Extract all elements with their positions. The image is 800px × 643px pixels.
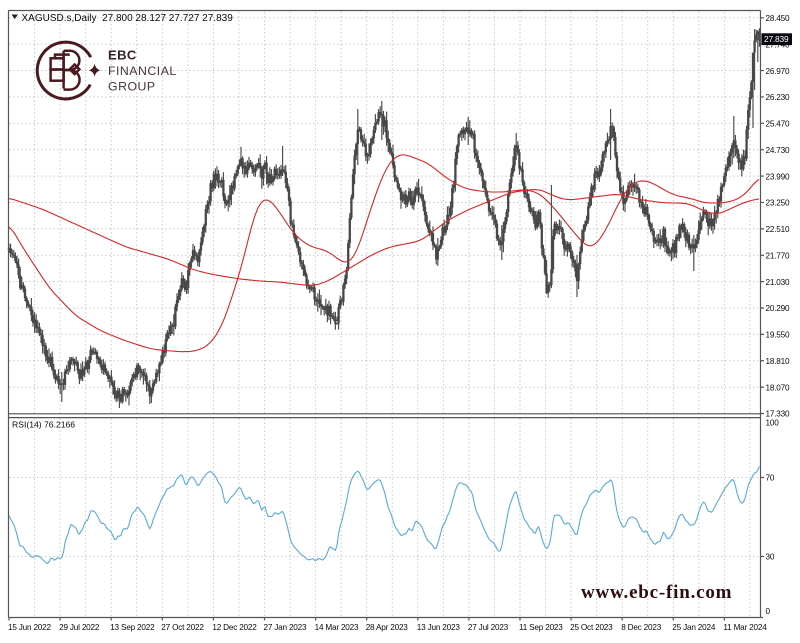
svg-text:17.330: 17.330 — [766, 410, 790, 419]
svg-text:25 Oct 2023: 25 Oct 2023 — [570, 623, 613, 632]
svg-text:100: 100 — [766, 419, 780, 428]
svg-text:www.ebc-fin.com: www.ebc-fin.com — [581, 582, 732, 603]
svg-text:26.230: 26.230 — [766, 93, 790, 102]
svg-text:26.970: 26.970 — [766, 67, 790, 76]
svg-text:15 Jun 2022: 15 Jun 2022 — [8, 623, 52, 632]
svg-text:30: 30 — [766, 553, 775, 562]
svg-text:EBC: EBC — [108, 48, 137, 63]
svg-text:FINANCIAL: FINANCIAL — [108, 64, 177, 78]
svg-text:11 Sep 2023: 11 Sep 2023 — [519, 623, 563, 632]
svg-text:11 Mar 2024: 11 Mar 2024 — [723, 623, 767, 632]
svg-text:12 Dec 2022: 12 Dec 2022 — [212, 623, 257, 632]
svg-text:22.510: 22.510 — [766, 225, 790, 234]
svg-text:XAGUSD.s,Daily 27.800 28.127: XAGUSD.s,Daily 27.800 28.127 27.727 27.8… — [22, 13, 234, 24]
svg-text:25 Jan 2024: 25 Jan 2024 — [672, 623, 716, 632]
svg-text:23.250: 23.250 — [766, 199, 790, 208]
svg-text:25.470: 25.470 — [766, 120, 790, 129]
svg-text:27 Oct 2022: 27 Oct 2022 — [161, 623, 204, 632]
svg-text:27 Jul 2023: 27 Jul 2023 — [468, 623, 509, 632]
svg-text:0: 0 — [766, 607, 771, 616]
svg-text:27 Jan 2023: 27 Jan 2023 — [264, 623, 308, 632]
svg-text:13 Sep 2022: 13 Sep 2022 — [110, 623, 155, 632]
svg-text:21.030: 21.030 — [766, 278, 790, 287]
svg-text:20.290: 20.290 — [766, 304, 790, 313]
svg-text:24.730: 24.730 — [766, 146, 790, 155]
svg-text:18.810: 18.810 — [766, 357, 790, 366]
svg-text:27.839: 27.839 — [764, 34, 789, 44]
svg-text:13 Jun 2023: 13 Jun 2023 — [417, 623, 461, 632]
svg-text:28.450: 28.450 — [766, 14, 790, 23]
svg-text:70: 70 — [766, 474, 775, 483]
svg-text:RSI(14) 76.2166: RSI(14) 76.2166 — [12, 420, 75, 430]
svg-text:14 Mar 2023: 14 Mar 2023 — [315, 623, 359, 632]
svg-text:28 Apr 2023: 28 Apr 2023 — [366, 623, 409, 632]
svg-text:19.550: 19.550 — [766, 331, 790, 340]
svg-text:18.070: 18.070 — [766, 383, 790, 392]
svg-text:GROUP: GROUP — [108, 80, 156, 94]
svg-text:29 Jul 2022: 29 Jul 2022 — [59, 623, 100, 632]
svg-text:23.990: 23.990 — [766, 172, 790, 181]
svg-text:21.770: 21.770 — [766, 251, 790, 260]
svg-text:8 Dec 2023: 8 Dec 2023 — [621, 623, 662, 632]
